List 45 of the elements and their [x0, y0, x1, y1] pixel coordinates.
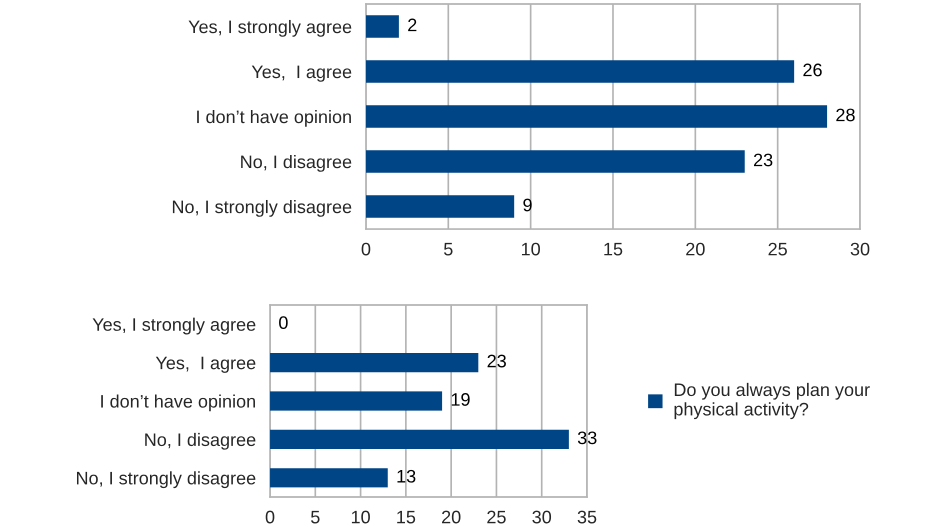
bar	[366, 105, 828, 128]
x-tick-label: 5	[311, 510, 320, 524]
x-tick-label: 15	[397, 510, 416, 524]
y-tick-label: Yes, I strongly agree	[188, 20, 352, 37]
data-label: 33	[578, 431, 597, 444]
y-tick-label: Yes, I strongly agree	[92, 318, 256, 334]
y-tick-label: No, I disagree	[145, 432, 256, 450]
data-label: 13	[397, 470, 416, 483]
y-tick-label: Yes, I agree	[252, 66, 352, 82]
data-label: 28	[836, 108, 855, 122]
y-tick-label: I don’t have opinion	[101, 394, 255, 412]
data-label: 9	[523, 198, 532, 212]
y-tick-label: Yes, I agree	[156, 356, 256, 373]
x-tick-label: 20	[686, 242, 705, 256]
x-tick-label: 10	[352, 510, 370, 524]
y-tick-label: No, I strongly disagree	[172, 200, 352, 217]
x-tick-label: 15	[604, 242, 622, 256]
x-tick-label: 0	[266, 510, 274, 524]
y-tick-label: No, I disagree	[241, 154, 352, 172]
bar	[270, 430, 569, 449]
bar	[270, 391, 442, 411]
bar	[366, 195, 514, 218]
x-tick-label: 25	[487, 510, 506, 524]
data-label: 19	[452, 393, 470, 406]
bar	[366, 150, 745, 173]
data-label: 23	[488, 354, 506, 368]
y-tick-label: I don’t have opinion	[197, 110, 351, 127]
x-tick-label: 10	[522, 242, 540, 256]
bar	[270, 352, 478, 372]
x-tick-label: 5	[444, 242, 453, 256]
bar	[270, 468, 388, 488]
data-label: 26	[803, 64, 822, 76]
data-label: 23	[754, 154, 772, 166]
x-tick-label: 20	[442, 510, 460, 524]
x-tick-label: 35	[578, 510, 596, 524]
x-tick-label: 0	[362, 242, 370, 256]
bar	[366, 15, 399, 38]
data-label: 0	[279, 316, 288, 330]
y-tick-label: No, I strongly disagree	[76, 471, 256, 488]
legend-label: Do you always plan your physical activity?	[674, 382, 870, 420]
x-tick-label: 30	[532, 510, 552, 524]
x-tick-label: 25	[768, 242, 787, 256]
bar	[366, 60, 794, 83]
data-label: 2	[408, 18, 416, 32]
x-tick-label: 30	[850, 242, 870, 256]
